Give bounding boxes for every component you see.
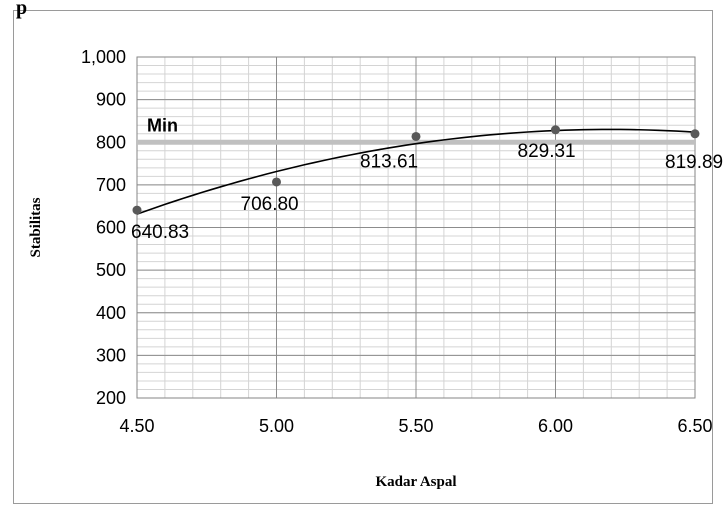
x-tick-label: 5.50 [398, 416, 433, 436]
y-tick-label: 500 [96, 260, 126, 280]
data-label: 813.61 [360, 151, 418, 172]
data-label: 706.80 [241, 194, 299, 215]
data-labels: 640.83 706.80 813.61 829.31 819.89 [131, 141, 723, 243]
y-tick-label: 800 [96, 132, 126, 152]
y-tick-label: 600 [96, 218, 126, 238]
x-tick-labels: 4.50 5.00 5.50 6.00 6.50 [119, 416, 712, 436]
data-point [690, 129, 700, 139]
y-tick-label: 1,000 [81, 47, 126, 67]
data-label: 640.83 [131, 222, 189, 243]
data-point [411, 131, 421, 141]
chart-frame: p [13, 0, 713, 504]
y-tick-label: 300 [96, 345, 126, 365]
y-axis-title: Stabilitas [28, 197, 44, 257]
header-fragment: p [16, 0, 28, 19]
data-label: 829.31 [518, 141, 576, 162]
x-tick-label: 4.50 [119, 416, 154, 436]
x-axis-title: Kadar Aspal [376, 474, 457, 490]
y-tick-label: 700 [96, 175, 126, 195]
y-tick-labels: 200 300 400 500 600 700 800 900 1,000 [81, 47, 126, 408]
y-tick-label: 200 [96, 388, 126, 408]
x-tick-label: 5.00 [259, 416, 294, 436]
min-label: Min [147, 115, 178, 135]
plot-area [136, 56, 696, 399]
trendline [136, 128, 696, 215]
y-tick-label: 400 [96, 303, 126, 323]
data-point [551, 125, 560, 135]
data-point [272, 177, 281, 187]
data-point [132, 205, 142, 215]
data-points [132, 125, 700, 215]
x-tick-label: 6.00 [538, 416, 573, 436]
data-label: 819.89 [665, 152, 723, 173]
x-tick-label: 6.50 [677, 416, 712, 436]
y-tick-label: 900 [96, 90, 126, 110]
